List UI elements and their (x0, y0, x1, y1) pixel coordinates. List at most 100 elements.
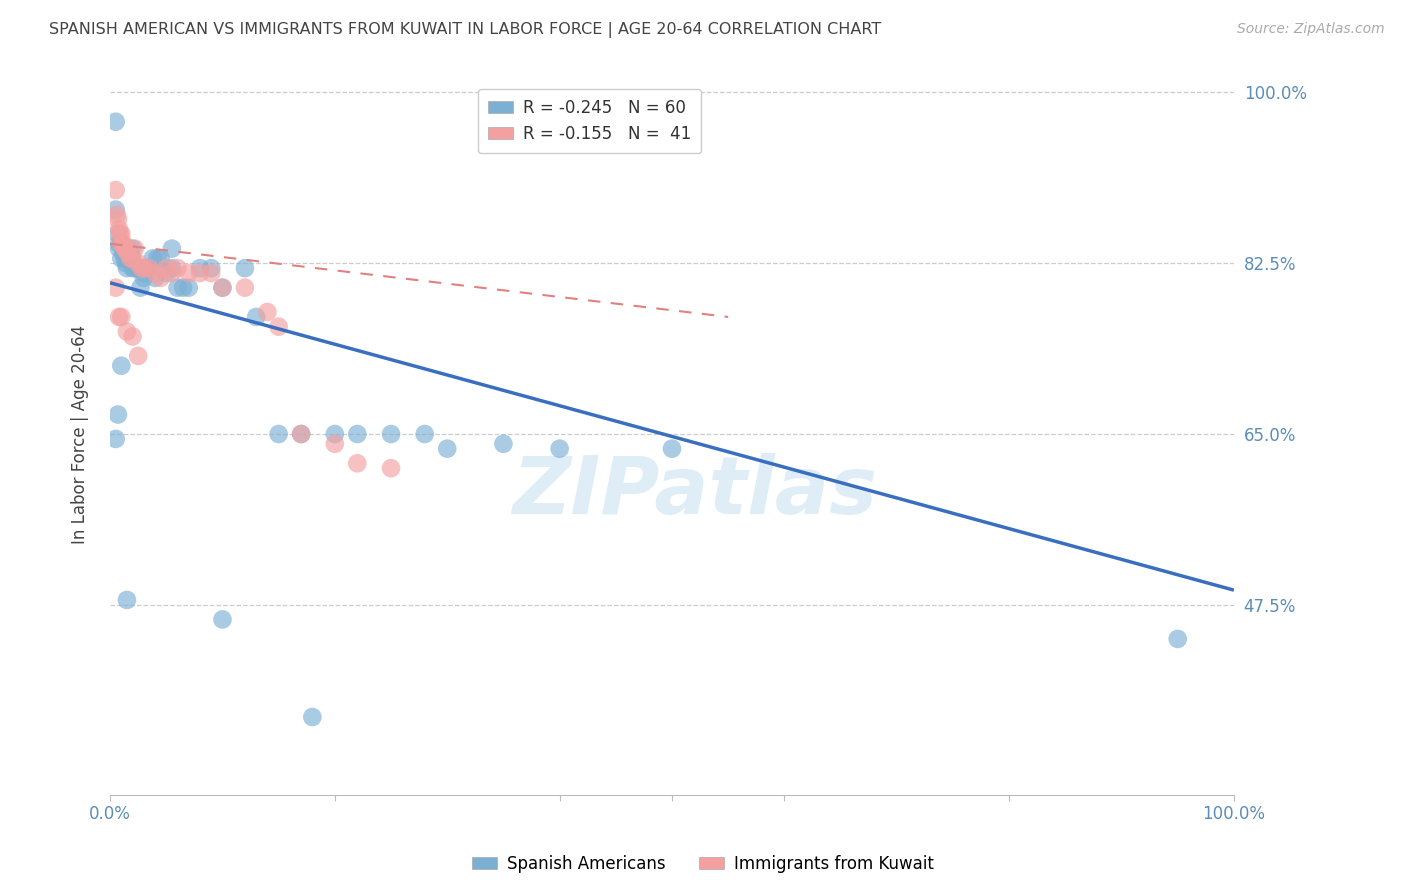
Point (115, 242, 138, 256)
Point (143, 271, 166, 285)
Point (267, 319, 290, 334)
Point (118, 252, 141, 266)
Point (127, 261, 149, 276)
Point (188, 266, 211, 280)
Point (115, 252, 138, 266)
Point (143, 266, 166, 280)
Point (110, 359, 132, 373)
Point (115, 261, 138, 276)
Point (211, 280, 233, 294)
Point (155, 261, 177, 276)
Point (127, 349, 149, 363)
Point (492, 437, 515, 451)
Point (114, 242, 136, 256)
Point (108, 227, 131, 241)
Point (110, 252, 132, 266)
Point (124, 261, 146, 276)
Point (177, 280, 200, 294)
Point (661, 442, 683, 456)
Point (121, 242, 143, 256)
Point (112, 236, 135, 251)
Point (110, 236, 132, 251)
Point (290, 427, 312, 442)
Point (132, 261, 155, 276)
Point (233, 280, 256, 294)
Point (380, 427, 402, 442)
Point (104, 280, 127, 294)
Point (131, 261, 153, 276)
Point (200, 261, 222, 276)
Point (104, 432, 127, 446)
Point (104, 115, 127, 129)
Text: ZIPatlas: ZIPatlas (512, 453, 877, 531)
Point (114, 242, 136, 256)
Point (107, 408, 129, 422)
Point (188, 261, 211, 276)
Text: Source: ZipAtlas.com: Source: ZipAtlas.com (1237, 22, 1385, 37)
Point (436, 442, 458, 456)
Point (108, 236, 131, 251)
Point (233, 261, 256, 276)
Point (112, 242, 135, 256)
Point (110, 227, 132, 241)
Legend: Spanish Americans, Immigrants from Kuwait: Spanish Americans, Immigrants from Kuwai… (465, 848, 941, 880)
Point (380, 461, 402, 475)
Point (115, 593, 138, 607)
Point (127, 261, 149, 276)
Legend: R = -0.245   N = 60, R = -0.155   N =  41: R = -0.245 N = 60, R = -0.155 N = 41 (478, 88, 702, 153)
Point (142, 252, 165, 266)
Point (166, 280, 188, 294)
Point (323, 427, 346, 442)
Y-axis label: In Labor Force | Age 20-64: In Labor Force | Age 20-64 (72, 325, 89, 543)
Point (105, 207, 128, 221)
Point (146, 252, 169, 266)
Point (132, 266, 155, 280)
Point (346, 427, 368, 442)
Point (117, 246, 139, 260)
Point (110, 236, 132, 251)
Point (172, 280, 194, 294)
Point (138, 261, 160, 276)
Point (301, 710, 323, 724)
Point (107, 212, 129, 227)
Point (121, 252, 143, 266)
Point (132, 271, 155, 285)
Point (110, 310, 132, 324)
Point (120, 252, 142, 266)
Point (121, 329, 143, 343)
Point (104, 183, 127, 197)
Point (108, 242, 131, 256)
Point (104, 202, 127, 217)
Point (548, 442, 571, 456)
Point (121, 261, 143, 276)
Point (267, 427, 290, 442)
Point (149, 271, 172, 285)
Point (245, 310, 267, 324)
Point (138, 261, 160, 276)
Point (114, 256, 136, 270)
Text: SPANISH AMERICAN VS IMMIGRANTS FROM KUWAIT IN LABOR FORCE | AGE 20-64 CORRELATIO: SPANISH AMERICAN VS IMMIGRANTS FROM KUWA… (49, 22, 882, 38)
Point (1167, 632, 1189, 646)
Point (107, 227, 129, 241)
Point (177, 266, 200, 280)
Point (135, 261, 157, 276)
Point (413, 427, 436, 442)
Point (127, 256, 149, 270)
Point (120, 246, 142, 260)
Point (114, 252, 136, 266)
Point (160, 261, 183, 276)
Point (211, 612, 233, 626)
Point (108, 310, 131, 324)
Point (114, 242, 136, 256)
Point (115, 325, 138, 339)
Point (117, 242, 139, 256)
Point (290, 427, 312, 442)
Point (160, 242, 183, 256)
Point (149, 252, 172, 266)
Point (200, 266, 222, 280)
Point (166, 261, 188, 276)
Point (256, 305, 278, 319)
Point (160, 266, 183, 280)
Point (120, 252, 142, 266)
Point (112, 246, 135, 260)
